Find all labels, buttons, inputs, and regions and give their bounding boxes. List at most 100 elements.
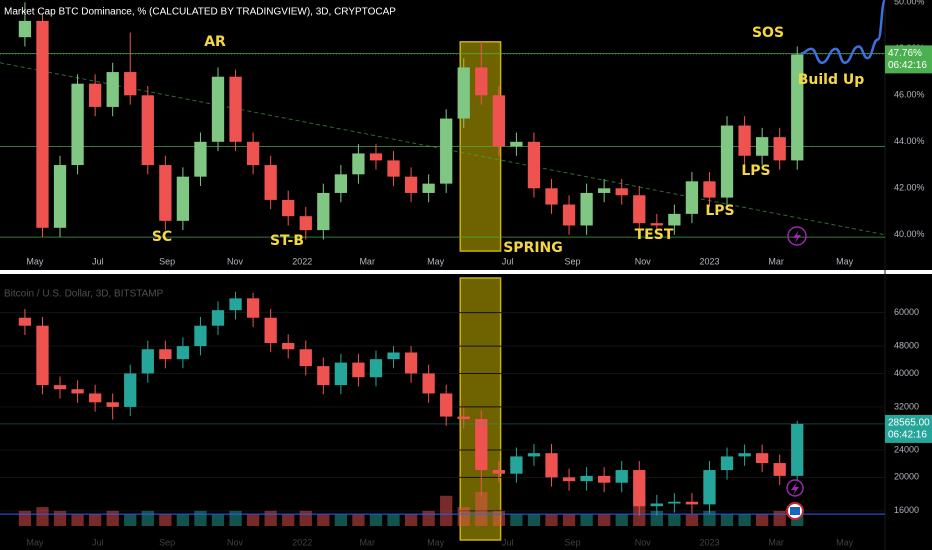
candle-body <box>53 165 67 228</box>
candle-body <box>106 72 119 107</box>
chart-title: Bitcoin / U.S. Dollar, 3D, BITSTAMP <box>4 289 164 300</box>
candle-body <box>18 317 32 326</box>
candle-body <box>176 176 190 221</box>
candle-body <box>387 160 400 177</box>
volume-bar <box>124 514 137 526</box>
candle-body <box>124 373 137 407</box>
lightning-icon <box>791 482 799 495</box>
candle-body <box>791 423 804 476</box>
x-tick-label: May <box>836 256 854 266</box>
candle-body <box>369 153 383 161</box>
candle-body <box>562 204 576 226</box>
x-tick-label: Jul <box>502 537 514 547</box>
candle-body <box>527 141 541 189</box>
candle-body <box>633 470 646 507</box>
candle-body <box>387 352 400 360</box>
candle-body <box>299 216 312 231</box>
candle-body <box>299 349 312 367</box>
candle-body <box>422 183 435 193</box>
volume-bar <box>650 510 663 526</box>
last-price-label: 47.76% <box>888 48 922 59</box>
panel-divider <box>0 270 932 274</box>
candle-body <box>141 95 154 166</box>
volume-bar <box>194 510 207 526</box>
y-tick-label: 46.00% <box>894 90 925 100</box>
y-tick-label: 40000 <box>894 368 919 378</box>
candle-body <box>475 67 488 96</box>
volume-bar <box>527 514 541 526</box>
y-tick-label: 44.00% <box>894 136 925 146</box>
volume-bar <box>352 514 365 526</box>
last-price-box <box>885 45 932 74</box>
y-tick-label: 20000 <box>894 472 919 482</box>
candle-body <box>18 20 32 38</box>
volume-bar <box>668 514 681 526</box>
candle-body <box>738 125 751 156</box>
volume-bar <box>317 514 330 526</box>
event-icon[interactable] <box>787 226 807 246</box>
annotation: Build Up <box>798 72 865 88</box>
candle-body <box>598 188 611 193</box>
candle-body <box>457 67 470 119</box>
candle-body <box>650 503 663 507</box>
projection-line <box>800 0 887 65</box>
candle-body <box>229 298 242 311</box>
candle-body <box>282 199 295 217</box>
candle-body <box>404 352 418 374</box>
candle-body <box>369 359 383 378</box>
annotation: AR <box>204 34 226 50</box>
candle-body <box>88 393 102 403</box>
candle-body <box>580 475 593 482</box>
volume-bar <box>299 510 312 526</box>
candle-body <box>580 192 593 226</box>
candle-body <box>562 477 576 482</box>
candle-body <box>633 195 646 224</box>
volume-bar <box>422 510 435 526</box>
volume-bar <box>246 514 260 526</box>
candle-body <box>440 118 453 184</box>
volume-bar <box>18 510 32 526</box>
candle-body <box>211 76 225 142</box>
x-tick-label: Nov <box>635 537 652 547</box>
x-tick-label: Jul <box>92 537 104 547</box>
volume-bar <box>492 510 505 526</box>
candle-body <box>545 453 558 478</box>
volume-bar <box>229 510 242 526</box>
candle-body <box>422 373 435 394</box>
countdown-label: 06:42:16 <box>888 60 927 71</box>
candle-body <box>176 346 190 360</box>
candle-body <box>615 188 628 196</box>
x-tick-label: Jul <box>92 256 104 266</box>
y-tick-label: 48000 <box>894 340 919 350</box>
candle-body <box>755 137 769 156</box>
x-tick-label: Mar <box>359 537 375 547</box>
volume-bar <box>562 514 576 526</box>
volume-bar <box>703 510 716 526</box>
volume-bar <box>720 514 734 526</box>
x-tick-label: 2023 <box>699 256 719 266</box>
candle-body <box>492 470 505 474</box>
x-tick-label: May <box>26 537 44 547</box>
candle-body <box>317 366 330 386</box>
volume-bar <box>36 507 49 526</box>
volume-bar <box>334 514 348 526</box>
candle-body <box>159 349 172 360</box>
candle-body <box>334 174 348 193</box>
candle-body <box>650 223 663 226</box>
last-price-label: 28565.00 <box>888 418 930 429</box>
volume-bar <box>738 514 751 526</box>
candle-body <box>685 501 699 505</box>
y-tick-label: 60000 <box>894 307 919 317</box>
volume-bar <box>440 495 453 526</box>
volume-bar <box>387 514 400 526</box>
x-tick-label: Mar <box>768 256 784 266</box>
volume-bar <box>773 510 786 526</box>
candle-body <box>738 453 751 457</box>
candle-body <box>703 181 716 198</box>
y-tick-label: 24000 <box>894 444 919 454</box>
candle-body <box>211 310 225 326</box>
x-tick-label: 2022 <box>292 537 312 547</box>
event-icon[interactable] <box>786 479 804 497</box>
candle-body <box>71 83 84 166</box>
